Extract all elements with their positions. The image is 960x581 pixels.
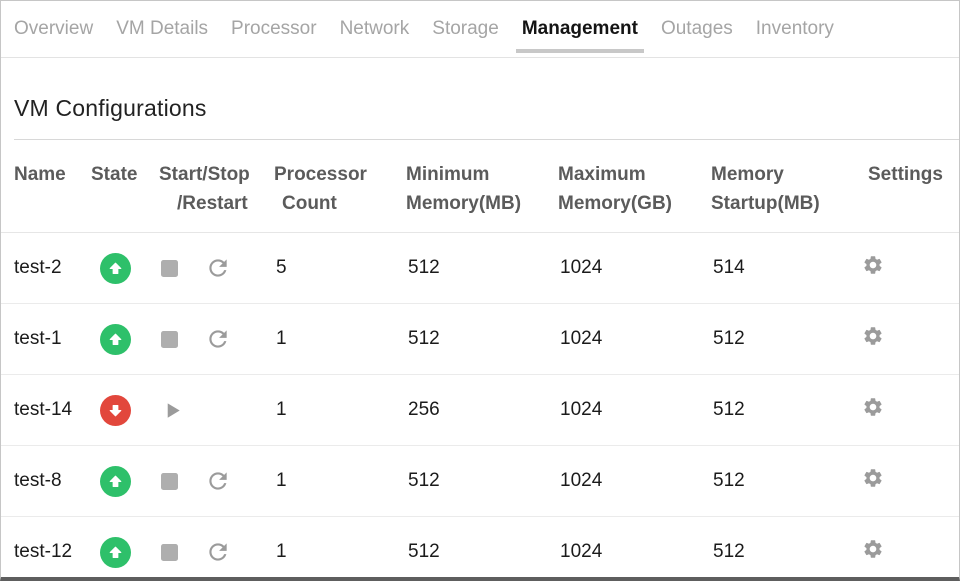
actions-cell — [159, 468, 274, 494]
processor-count: 1 — [276, 328, 287, 349]
tab-management[interactable]: Management — [515, 1, 645, 57]
actions-cell — [159, 255, 274, 281]
state-cell — [91, 252, 159, 284]
settings-cell — [856, 254, 959, 282]
stop-button[interactable] — [161, 472, 178, 490]
restart-button[interactable] — [205, 255, 231, 281]
memory-startup: 512 — [713, 328, 745, 349]
settings-button[interactable] — [862, 254, 884, 276]
stop-button[interactable] — [161, 543, 178, 561]
title-divider — [14, 139, 959, 140]
actions-cell — [159, 326, 274, 352]
processor-count: 5 — [276, 257, 287, 278]
restart-icon — [209, 543, 227, 561]
arrow-down-circle-icon — [100, 394, 131, 426]
start-button[interactable] — [161, 399, 184, 422]
processor-count: 1 — [276, 470, 287, 491]
table-row: test-8 1 512 1024 512 — [1, 446, 959, 517]
settings-button[interactable] — [862, 467, 884, 489]
gear-icon — [864, 469, 882, 487]
stop-button[interactable] — [161, 330, 178, 348]
arrow-up-circle-icon — [100, 323, 131, 355]
processor-count: 1 — [276, 399, 287, 420]
table-row: test-12 1 512 1024 512 — [1, 517, 959, 577]
max-memory: 1024 — [560, 257, 603, 278]
settings-button[interactable] — [862, 538, 884, 560]
min-memory: 256 — [408, 399, 440, 420]
restart-button[interactable] — [205, 468, 231, 494]
table-row: test-2 5 512 1024 514 — [1, 233, 959, 304]
memory-startup: 512 — [713, 541, 745, 562]
restart-button[interactable] — [205, 539, 231, 565]
state-cell — [91, 465, 159, 497]
memory-startup: 514 — [713, 257, 745, 278]
column-header-memory-startup: Memory Startup(MB) — [711, 164, 820, 214]
tab-processor[interactable]: Processor — [231, 18, 317, 39]
stop-button[interactable] — [161, 259, 178, 277]
arrow-up-circle-icon — [100, 465, 131, 497]
gear-icon — [864, 327, 882, 345]
tab-overview[interactable]: Overview — [14, 18, 94, 39]
restart-icon — [209, 472, 227, 490]
tab-bar: Overview VM Details Processor Network Storag… — [1, 1, 959, 58]
state-cell — [91, 536, 159, 568]
vm-name: test-2 — [14, 257, 62, 278]
min-memory: 512 — [408, 328, 440, 349]
min-memory: 512 — [408, 541, 440, 562]
column-header-processor-count: Processor Count — [274, 164, 367, 214]
min-memory: 512 — [408, 470, 440, 491]
play-icon — [167, 402, 180, 418]
tab-vm-details[interactable]: VM Details — [116, 18, 209, 39]
actions-cell — [159, 399, 274, 422]
column-header-state: State — [91, 164, 138, 185]
tab-outages[interactable]: Outages — [660, 18, 733, 39]
settings-cell — [856, 538, 959, 566]
memory-startup: 512 — [713, 470, 745, 491]
max-memory: 1024 — [560, 541, 603, 562]
state-cell — [91, 323, 159, 355]
state-cell — [91, 394, 159, 426]
actions-cell — [159, 539, 274, 565]
page-title: VM Configurations — [14, 95, 207, 121]
column-header-settings: Settings — [868, 164, 943, 185]
min-memory: 512 — [408, 257, 440, 278]
restart-icon — [209, 259, 227, 277]
max-memory: 1024 — [560, 470, 603, 491]
settings-cell — [856, 396, 959, 424]
memory-startup: 512 — [713, 399, 745, 420]
tab-storage[interactable]: Storage — [432, 18, 499, 39]
max-memory: 1024 — [560, 399, 603, 420]
settings-cell — [856, 325, 959, 353]
restart-icon — [209, 330, 227, 348]
vm-name: test-12 — [14, 541, 73, 562]
gear-icon — [864, 540, 882, 558]
vm-name: test-1 — [14, 328, 62, 349]
gear-icon — [864, 398, 882, 416]
table-header: Name State Start/Stop /Restart Processor… — [1, 140, 959, 233]
tab-inventory[interactable]: Inventory — [755, 18, 834, 39]
vm-name: test-14 — [14, 399, 73, 420]
tab-network[interactable]: Network — [339, 18, 410, 39]
table-row: test-14 1 256 1024 512 — [1, 375, 959, 446]
title-section: VM Configurations — [1, 58, 959, 140]
processor-count: 1 — [276, 541, 287, 562]
vm-name: test-8 — [14, 470, 62, 491]
max-memory: 1024 — [560, 328, 603, 349]
settings-button[interactable] — [862, 325, 884, 347]
table-row: test-1 1 512 1024 512 — [1, 304, 959, 375]
settings-button[interactable] — [862, 396, 884, 418]
settings-cell — [856, 467, 959, 495]
column-header-maximum-memory: Maximum Memory(GB) — [558, 164, 673, 214]
column-header-minimum-memory: Minimum Memory(MB) — [406, 164, 522, 214]
arrow-up-circle-icon — [100, 536, 131, 568]
column-header-start-stop-restart: Start/Stop /Restart — [159, 164, 250, 214]
table-body: test-2 5 512 1024 514 — [1, 233, 959, 577]
column-header-name: Name — [14, 164, 66, 185]
gear-icon — [864, 256, 882, 274]
arrow-up-circle-icon — [100, 252, 131, 284]
restart-button[interactable] — [205, 326, 231, 352]
